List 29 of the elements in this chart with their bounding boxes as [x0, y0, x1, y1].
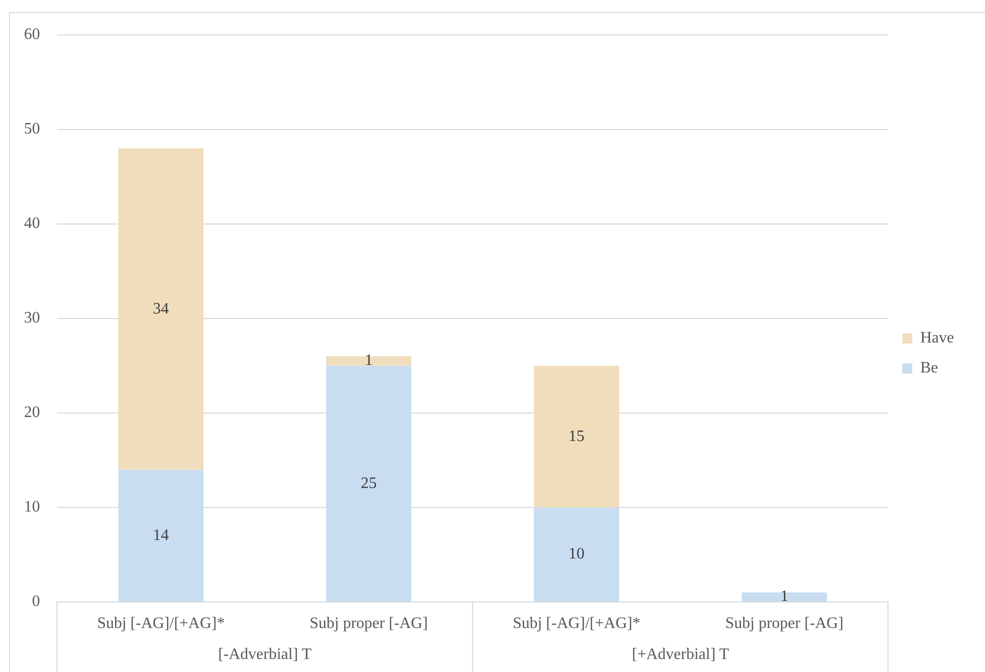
y-tick-label: 50 — [24, 120, 40, 138]
bar — [742, 592, 827, 602]
legend-label: Have — [920, 330, 954, 347]
y-tick-label: 60 — [24, 26, 40, 44]
bar — [326, 366, 412, 602]
data-label: 14 — [152, 526, 169, 544]
x-tick-label: Subj [-AG]/[+AG]* — [512, 614, 640, 632]
x-tick-label: Subj proper [-AG] — [310, 614, 428, 632]
data-label: 25 — [360, 474, 377, 492]
data-label: 1 — [780, 588, 788, 606]
bar — [534, 508, 620, 602]
y-tick-label: 0 — [32, 593, 40, 610]
y-tick-label: 30 — [24, 310, 40, 327]
legend-label: Be — [920, 360, 938, 377]
bar — [118, 470, 204, 602]
y-tick-label: 20 — [24, 404, 40, 422]
text: [+Adverbial] T — [632, 646, 730, 664]
y-tick-label: 10 — [24, 498, 40, 516]
bar — [326, 356, 412, 366]
y-tick-label: 40 — [24, 215, 40, 232]
bar — [118, 148, 204, 470]
x-tick-label: Subj [-AG]/[+AG]* — [97, 614, 225, 632]
data-label: 15 — [568, 428, 585, 445]
data-label: 1 — [364, 352, 373, 370]
data-label: 34 — [152, 300, 169, 318]
text: [-Adverbial] T — [218, 646, 312, 664]
x-tick-label: Subj proper [-AG] — [725, 614, 844, 632]
bar — [534, 366, 620, 508]
data-label: 10 — [568, 546, 585, 563]
